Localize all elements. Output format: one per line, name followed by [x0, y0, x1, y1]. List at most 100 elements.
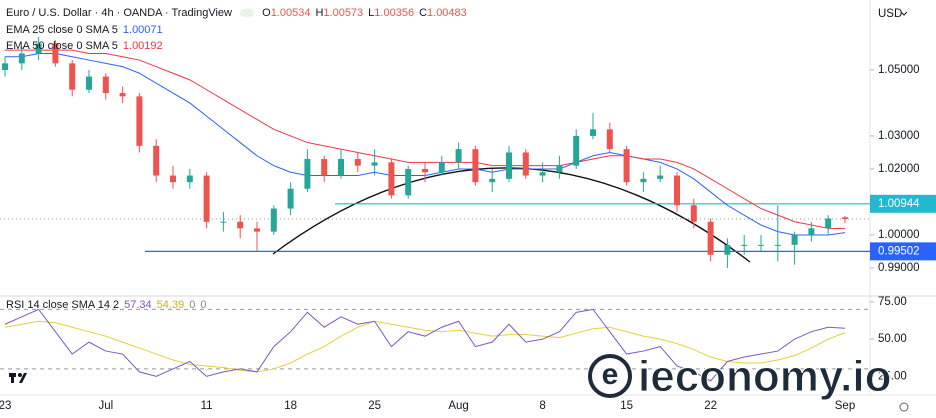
x-tick-label: 8	[539, 400, 545, 412]
candle-body	[220, 221, 227, 223]
legend-value: 57.34	[124, 299, 152, 311]
y-tick-label: 0.99000	[878, 262, 920, 274]
candle-body	[338, 159, 344, 176]
ohlc-value: 1.00573	[323, 7, 364, 19]
x-tick-label: Aug	[448, 400, 468, 412]
legend-name: RSI 14 close SMA 14 2	[6, 299, 120, 311]
candle-body	[674, 175, 680, 206]
level-label: 1.00944	[878, 198, 920, 210]
legend-name: EMA 50 close 0 SMA 5	[6, 40, 118, 52]
candle-body	[35, 43, 42, 54]
ohlc-values: O1.00534 H1.00573 L1.00356 C1.00483	[262, 7, 472, 19]
candle-body	[690, 205, 697, 222]
candle-body	[18, 53, 25, 64]
candle-body	[354, 159, 361, 166]
level-label-box	[870, 242, 936, 261]
candle-body	[170, 175, 176, 183]
x-tick-label: Sep	[835, 400, 855, 412]
candle-body	[102, 76, 109, 94]
ohlc-value: 1.00483	[427, 7, 467, 19]
ohlc-prefix: H	[315, 7, 324, 19]
y-tick-label: 1.05000	[878, 64, 920, 76]
candle-body	[724, 244, 731, 255]
candle-body	[321, 159, 328, 176]
candle-body	[186, 175, 193, 183]
rsi-line	[4, 308, 846, 382]
y-tick-label: 1.00000	[878, 229, 920, 241]
candle-body	[556, 165, 563, 173]
candle-body	[237, 221, 244, 229]
x-tick-label: 25	[368, 400, 381, 412]
x-tick-label: 18	[284, 400, 297, 412]
candle-body	[203, 175, 210, 222]
candle-body	[388, 162, 395, 196]
candle-body	[590, 129, 596, 136]
candle-body	[539, 172, 546, 176]
candle-body	[69, 63, 76, 90]
candle-body	[270, 208, 277, 232]
candle-body	[522, 152, 529, 176]
candle-body	[136, 96, 143, 146]
x-tick-label: 23	[0, 400, 11, 412]
watermark-text: ieconomy.io	[637, 352, 892, 402]
candle-body	[472, 149, 479, 183]
candle-body	[422, 168, 428, 173]
ohlc-prefix: L	[368, 7, 375, 19]
symbol-title: Euro / U.S. Dollar · 4h · OANDA · Tradin…	[6, 7, 232, 19]
rsi-line	[4, 320, 846, 373]
legend-value: 1.00192	[122, 40, 163, 52]
legend-value: 54.39	[156, 299, 185, 311]
candle-body	[254, 228, 260, 232]
x-tick-label: 15	[620, 400, 633, 412]
legend-value: 1.00071	[122, 24, 163, 36]
candle-body	[438, 162, 445, 173]
level-label-box	[870, 194, 936, 213]
tradingview-logo	[9, 373, 27, 383]
ema-line	[5, 52, 846, 236]
candle-body	[371, 162, 378, 166]
y-tick-label: 25.00	[878, 370, 907, 382]
x-tick-label: 22	[704, 400, 717, 412]
rsi-legend: RSI 14 close SMA 14 2 57.34 54.39 0 0	[6, 299, 211, 311]
legend-extra: 0	[200, 299, 207, 311]
candle-body	[791, 234, 798, 245]
status-dot	[240, 9, 255, 18]
candle-body	[842, 217, 848, 220]
y-tick-label: 75.00	[878, 296, 907, 308]
y-tick-label: 1.02000	[878, 163, 920, 175]
candle-body	[2, 63, 8, 70]
candle-body	[640, 178, 647, 183]
candle-body	[52, 43, 59, 64]
x-tick-label: 11	[201, 400, 213, 412]
candle-body	[606, 129, 613, 150]
y-tick-label: 1.03000	[878, 130, 920, 142]
candle-body	[774, 244, 781, 246]
candle-body	[741, 244, 748, 246]
candle-body	[86, 76, 92, 90]
candle-body	[825, 218, 832, 229]
ema-line	[5, 49, 846, 230]
candle-body	[405, 168, 412, 196]
candle-body	[808, 228, 815, 235]
legend-name: EMA 25 close 0 SMA 5	[6, 24, 118, 36]
candle-body	[489, 178, 496, 183]
candle-body	[304, 159, 311, 189]
settings-icon[interactable]	[899, 402, 909, 412]
candle-body	[573, 135, 580, 166]
header-legend: Euro / U.S. Dollar · 4h · OANDA · Tradin…	[6, 7, 477, 19]
candle-body	[455, 149, 462, 163]
currency-label[interactable]: USD	[878, 8, 902, 20]
level-label: 0.99502	[878, 245, 920, 257]
ohlc-prefix: O	[262, 7, 271, 19]
candle-body	[623, 149, 630, 183]
candle-body	[506, 152, 512, 179]
candle-body	[758, 244, 764, 246]
legend-extra: 0	[189, 299, 196, 311]
candle-body	[657, 175, 664, 179]
ema50-legend: EMA 50 close 0 SMA 5 1.00192	[6, 40, 168, 52]
ohlc-value: 1.00356	[374, 7, 415, 19]
ema25-legend: EMA 25 close 0 SMA 5 1.00071	[6, 24, 168, 36]
candle-body	[287, 188, 294, 209]
currency-chevron	[900, 11, 908, 16]
